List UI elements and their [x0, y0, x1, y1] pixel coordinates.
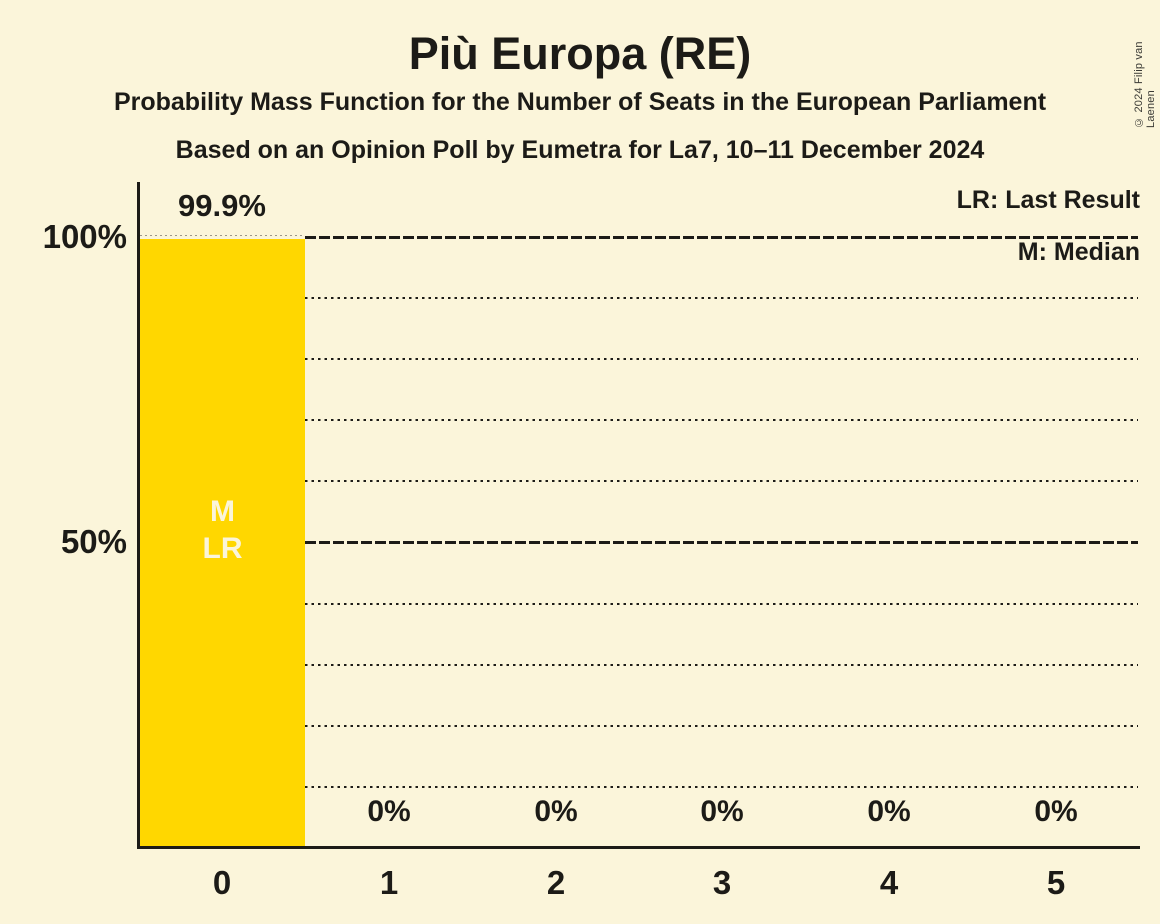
- gridline-90pct: [305, 297, 1138, 299]
- gridline-30pct: [305, 664, 1138, 666]
- gridline-50pct: [305, 541, 1138, 544]
- bar-annotations: M LR: [140, 493, 305, 567]
- gridline-60pct: [305, 480, 1138, 482]
- y-tick-label-100: 100%: [42, 218, 127, 255]
- gridline-40pct: [305, 603, 1138, 605]
- value-label-seat-5: 0%: [1034, 795, 1078, 828]
- x-tick-label-4: 4: [879, 864, 899, 901]
- gridline-20pct: [305, 725, 1138, 727]
- value-label-seat-1: 0%: [367, 795, 411, 828]
- value-label-seat-0: 99.9%: [178, 188, 266, 223]
- value-label-seat-4: 0%: [867, 795, 911, 828]
- x-axis-line: [137, 846, 1140, 849]
- gridline-100pct: [305, 236, 1138, 239]
- legend-last-result: LR: Last Result: [956, 186, 1140, 214]
- y-tick-label-50: 50%: [60, 523, 127, 560]
- gridline-100pct-over-bar: [140, 235, 305, 236]
- value-label-seat-3: 0%: [700, 795, 744, 828]
- gridline-80pct: [305, 358, 1138, 360]
- x-tick-label-5: 5: [1046, 864, 1066, 901]
- x-tick-label-1: 1: [379, 864, 399, 901]
- chart-title: Più Europa (RE): [408, 28, 752, 79]
- x-tick-label-0: 0: [212, 864, 232, 901]
- chart-subtitle-source: Based on an Opinion Poll by Eumetra for …: [175, 136, 985, 164]
- gridline-10pct: [305, 786, 1138, 788]
- chart-subtitle: Probability Mass Function for the Number…: [113, 88, 1047, 116]
- y-axis-line: [137, 182, 140, 849]
- x-tick-label-3: 3: [712, 864, 732, 901]
- median-marker-label: M: [210, 495, 235, 528]
- value-label-seat-2: 0%: [534, 795, 578, 828]
- x-tick-label-2: 2: [546, 864, 566, 901]
- copyright-note: © 2024 Filip van Laenen: [1133, 41, 1157, 128]
- last-result-marker-label: LR: [202, 532, 243, 565]
- legend-median: M: Median: [1017, 238, 1140, 266]
- bar-seat-0: M LR: [140, 239, 305, 846]
- gridline-70pct: [305, 419, 1138, 421]
